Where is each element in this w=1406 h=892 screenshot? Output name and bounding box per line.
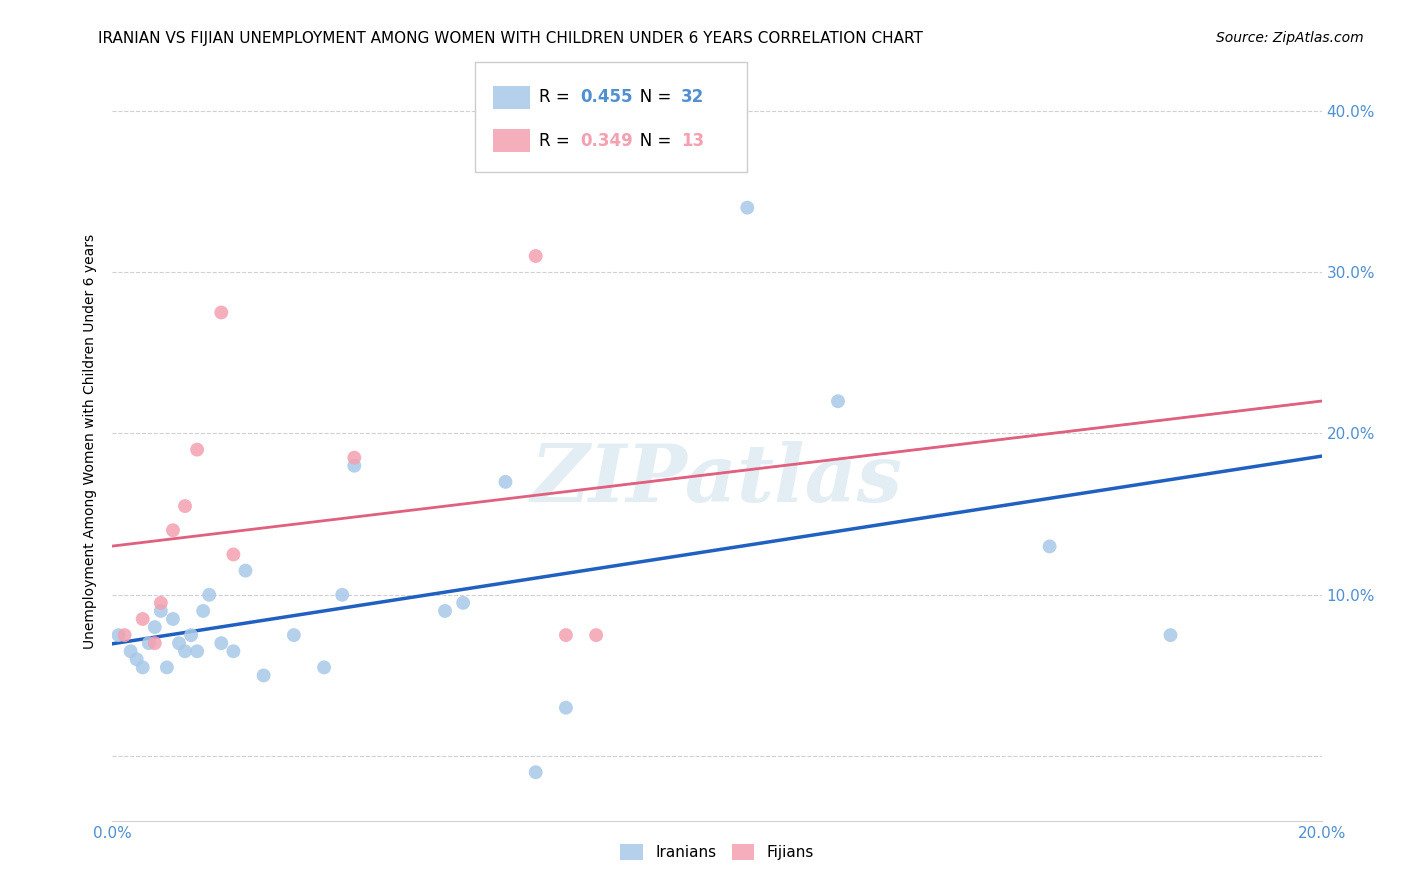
Text: R =: R = [540,88,575,106]
Point [1038,540,1062,554]
Point [222,548,245,562]
Text: 13: 13 [681,131,704,150]
Point [149,604,172,618]
Point [167,636,190,650]
Point [156,660,179,674]
Point [125,652,148,666]
Point [222,644,245,658]
Point [209,305,232,319]
Text: 0.349: 0.349 [581,131,633,150]
Point [524,249,547,263]
Point [162,523,184,537]
Point [132,660,155,674]
Point [585,628,607,642]
Point [253,668,276,682]
Bar [494,129,530,152]
Point [737,201,759,215]
Text: IRANIAN VS FIJIAN UNEMPLOYMENT AMONG WOMEN WITH CHILDREN UNDER 6 YEARS CORRELATI: IRANIAN VS FIJIAN UNEMPLOYMENT AMONG WOM… [98,31,924,46]
Point [186,644,208,658]
Text: N =: N = [624,131,676,150]
Point [132,612,155,626]
Point [554,628,576,642]
Point [143,620,166,634]
Point [107,628,129,642]
Point [138,636,160,650]
Point [343,458,366,473]
Point [180,628,202,642]
Point [174,644,197,658]
Bar [494,86,530,109]
Point [114,628,136,642]
Point [235,564,257,578]
Text: 0.455: 0.455 [581,88,633,106]
Y-axis label: Unemployment Among Women with Children Under 6 years: Unemployment Among Women with Children U… [83,234,97,649]
Point [1159,628,1181,642]
Point [198,588,221,602]
Text: Source: ZipAtlas.com: Source: ZipAtlas.com [1216,31,1364,45]
Point [186,442,208,457]
Point [162,612,184,626]
Point [451,596,474,610]
Point [174,499,197,513]
FancyBboxPatch shape [475,62,748,172]
Point [209,636,232,650]
Text: R =: R = [540,131,575,150]
Point [433,604,456,618]
Point [143,636,166,650]
Point [314,660,336,674]
Point [283,628,305,642]
Text: ZIPatlas: ZIPatlas [531,441,903,518]
Point [120,644,142,658]
Point [149,596,172,610]
Point [554,700,576,714]
Point [827,394,849,409]
Text: N =: N = [624,88,676,106]
Legend: Iranians, Fijians: Iranians, Fijians [614,838,820,866]
Point [191,604,214,618]
Point [330,588,353,602]
Point [343,450,366,465]
Text: 32: 32 [681,88,704,106]
Point [524,765,547,780]
Point [495,475,517,489]
